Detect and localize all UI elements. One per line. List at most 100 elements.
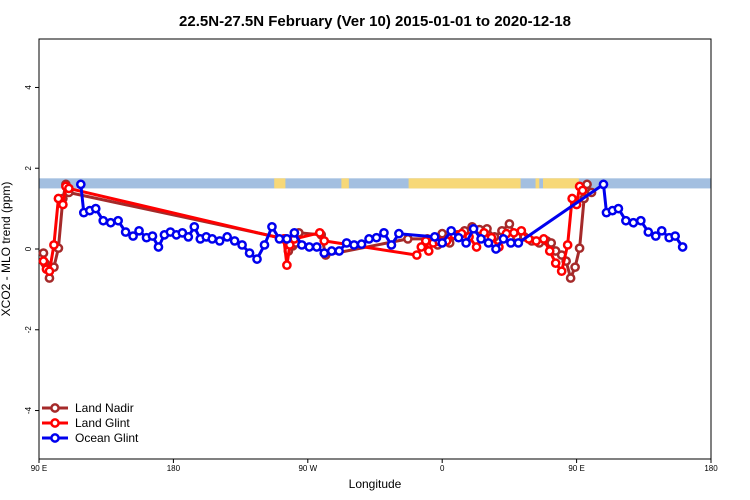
point-ocean-glint-17 <box>183 232 194 242</box>
point-ocean-glint-66 <box>643 227 654 237</box>
point-land-glint-38 <box>567 193 577 204</box>
point-land-glint-0 <box>38 256 49 266</box>
point-land-glint-9 <box>282 260 292 271</box>
point-land-nadir-27 <box>504 219 515 229</box>
x-axis-label: Longitude <box>349 477 402 491</box>
y-tick-label-2: 0 <box>24 246 33 251</box>
point-ocean-glint-28 <box>259 240 270 250</box>
point-ocean-glint-9 <box>134 225 144 236</box>
point-ocean-glint-3 <box>90 203 101 214</box>
chart-title: 22.5N-27.5N February (Ver 10) 2015-01-01… <box>179 13 571 30</box>
point-ocean-glint-65 <box>635 215 646 226</box>
point-ocean-glint-56 <box>498 234 509 244</box>
legend-marker-land-nadir <box>50 403 60 413</box>
point-land-glint-30 <box>516 225 527 236</box>
point-ocean-glint-11 <box>147 231 158 241</box>
x-tick-label-3: 0 <box>440 464 445 473</box>
point-ocean-glint-27 <box>252 254 262 264</box>
point-ocean-glint-30 <box>274 234 285 244</box>
point-land-nadir-38 <box>570 262 580 273</box>
point-land-nadir-33 <box>546 238 557 248</box>
land-ocean-strip <box>39 178 711 189</box>
point-ocean-glint-6 <box>113 215 123 226</box>
point-land-nadir-0 <box>38 248 49 258</box>
point-ocean-glint-0 <box>75 179 86 190</box>
point-ocean-glint-64 <box>628 217 639 228</box>
point-ocean-glint-68 <box>656 225 667 236</box>
point-land-glint-36 <box>556 266 567 277</box>
point-ocean-glint-21 <box>207 234 218 244</box>
point-ocean-glint-50 <box>453 232 464 243</box>
point-ocean-glint-57 <box>506 238 516 248</box>
point-land-glint-2 <box>44 266 55 277</box>
point-ocean-glint-53 <box>476 234 486 244</box>
point-land-glint-14 <box>411 250 422 260</box>
y-tick-label-0: -4 <box>24 406 33 414</box>
point-ocean-glint-51 <box>461 238 471 248</box>
point-land-glint-3 <box>49 240 59 250</box>
y-axis-label: XCO2 - MLO trend (ppm) <box>0 182 13 317</box>
point-land-glint-34 <box>544 246 555 256</box>
point-land-nadir-37 <box>565 273 576 283</box>
point-ocean-glint-37 <box>326 246 337 256</box>
point-ocean-glint-7 <box>120 227 131 237</box>
point-ocean-glint-12 <box>153 242 164 252</box>
point-land-glint-12 <box>314 227 325 238</box>
point-land-glint-37 <box>562 240 573 250</box>
point-land-glint-35 <box>550 258 561 268</box>
point-ocean-glint-52 <box>468 223 479 234</box>
point-ocean-glint-8 <box>128 231 138 241</box>
point-ocean-glint-29 <box>267 221 277 232</box>
x-tick-label-2: 90 W <box>298 464 317 473</box>
x-axis: 90 E 180 90 W 0 90 E 180 <box>31 459 718 473</box>
point-ocean-glint-63 <box>621 215 631 226</box>
land-span-4 <box>543 178 579 189</box>
point-ocean-glint-40 <box>349 240 359 250</box>
land-span-1 <box>341 178 349 189</box>
point-land-glint-7 <box>64 183 74 194</box>
point-ocean-glint-5 <box>105 217 116 228</box>
point-ocean-glint-22 <box>214 236 225 246</box>
land-span-3 <box>535 178 540 189</box>
point-land-glint-29 <box>509 227 519 238</box>
ocean-band <box>39 178 711 189</box>
point-land-glint-15 <box>416 242 427 252</box>
point-ocean-glint-58 <box>513 238 524 248</box>
point-ocean-glint-67 <box>650 231 661 241</box>
point-ocean-glint-38 <box>334 246 345 256</box>
point-ocean-glint-44 <box>379 227 389 238</box>
point-ocean-glint-49 <box>446 225 457 236</box>
point-ocean-glint-24 <box>229 236 240 246</box>
point-land-glint-33 <box>538 234 549 244</box>
point-ocean-glint-31 <box>282 234 292 244</box>
point-land-glint-5 <box>58 199 68 210</box>
point-ocean-glint-47 <box>429 232 440 242</box>
point-ocean-glint-71 <box>677 242 688 252</box>
point-ocean-glint-35 <box>311 242 322 252</box>
point-ocean-glint-45 <box>386 240 397 250</box>
x-tick-label-1: 180 <box>167 464 181 473</box>
point-ocean-glint-41 <box>356 239 367 250</box>
y-tick-label-3: 2 <box>24 165 33 170</box>
point-land-glint-4 <box>53 193 64 204</box>
x-tick-label-4: 90 E <box>568 464 584 473</box>
point-ocean-glint-55 <box>491 244 501 254</box>
point-ocean-glint-62 <box>613 203 624 214</box>
point-ocean-glint-25 <box>237 240 247 250</box>
point-ocean-glint-23 <box>222 232 233 242</box>
point-ocean-glint-32 <box>289 227 300 238</box>
legend-marker-ocean-glint <box>50 433 60 443</box>
point-ocean-glint-59 <box>598 179 609 190</box>
point-land-glint-16 <box>420 236 431 246</box>
series-layer <box>38 179 688 283</box>
point-ocean-glint-34 <box>304 242 315 252</box>
legend-label-ocean-glint: Ocean Glint <box>75 431 139 445</box>
point-ocean-glint-54 <box>483 238 494 248</box>
point-land-glint-32 <box>531 236 542 246</box>
x-tick-label-0: 90 E <box>31 464 47 473</box>
point-ocean-glint-4 <box>98 215 109 226</box>
point-land-nadir-39 <box>574 243 585 254</box>
y-tick-label-1: -2 <box>24 326 33 334</box>
legend-marker-land-glint <box>50 418 60 428</box>
